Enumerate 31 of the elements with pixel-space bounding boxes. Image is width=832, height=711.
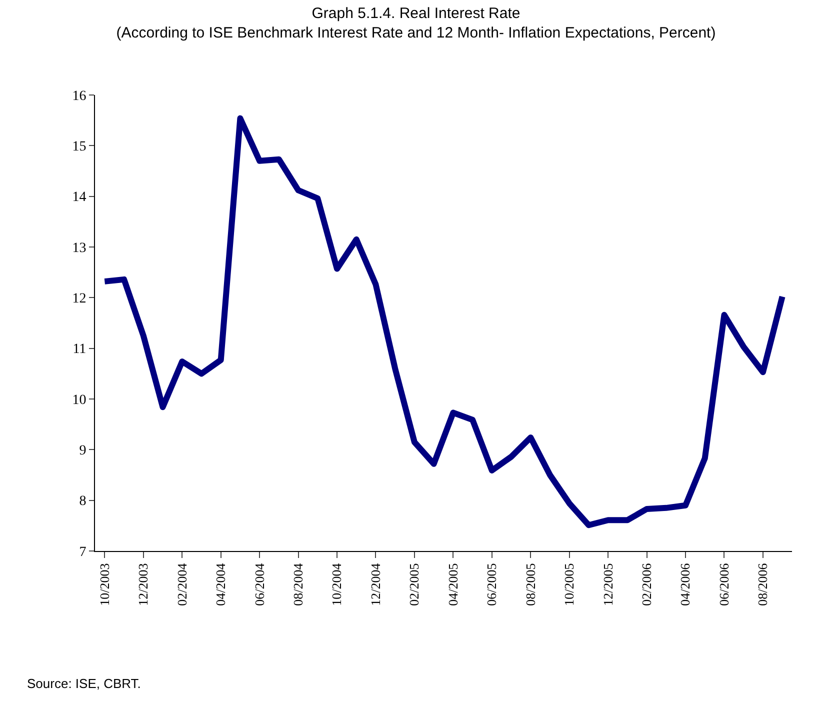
chart-title: Graph 5.1.4. Real Interest Rate xyxy=(312,4,520,22)
x-tick-label: 12/2004 xyxy=(368,562,383,606)
y-tick-label: 9 xyxy=(79,444,86,459)
x-tick-label: 06/2004 xyxy=(252,562,267,606)
y-tick-label: 13 xyxy=(72,240,86,256)
x-tick-label: 08/2004 xyxy=(290,562,306,606)
x-tick-label: 02/2005 xyxy=(406,563,422,606)
y-tick-label: 8 xyxy=(79,494,86,510)
y-tick-label: 14 xyxy=(72,190,86,206)
y-tick-label: 11 xyxy=(72,342,86,358)
y-tick-label: 15 xyxy=(72,140,86,155)
x-tick-label: 04/2006 xyxy=(678,562,693,606)
x-tick-label: 12/2003 xyxy=(136,563,151,606)
x-tick-label: 06/2005 xyxy=(484,563,500,606)
x-tick-label: 04/2005 xyxy=(445,563,460,606)
x-tick-label: 10/2004 xyxy=(329,562,344,606)
y-tick-label: 10 xyxy=(72,392,86,408)
x-tick-label: 02/2006 xyxy=(639,562,654,606)
y-tick-label: 7 xyxy=(79,544,86,560)
x-tick-label: 08/2005 xyxy=(522,563,538,606)
x-tick-label: 08/2006 xyxy=(755,562,770,606)
x-tick-label: 12/2005 xyxy=(600,563,616,606)
x-tick-label: 02/2004 xyxy=(174,562,190,606)
source-note: Source: ISE, CBRT. xyxy=(27,676,141,691)
x-tick-label: 04/2004 xyxy=(213,562,228,606)
x-tick-label: 06/2006 xyxy=(716,562,732,606)
y-tick-label: 16 xyxy=(72,88,86,104)
x-tick-label: 10/2003 xyxy=(96,563,112,606)
y-tick-label: 12 xyxy=(72,292,86,307)
chart-subtitle: (According to ISE Benchmark Interest Rate and 12 Month- Inflation Expectations, Percent) xyxy=(116,24,716,42)
x-tick-label: 10/2005 xyxy=(562,563,577,606)
